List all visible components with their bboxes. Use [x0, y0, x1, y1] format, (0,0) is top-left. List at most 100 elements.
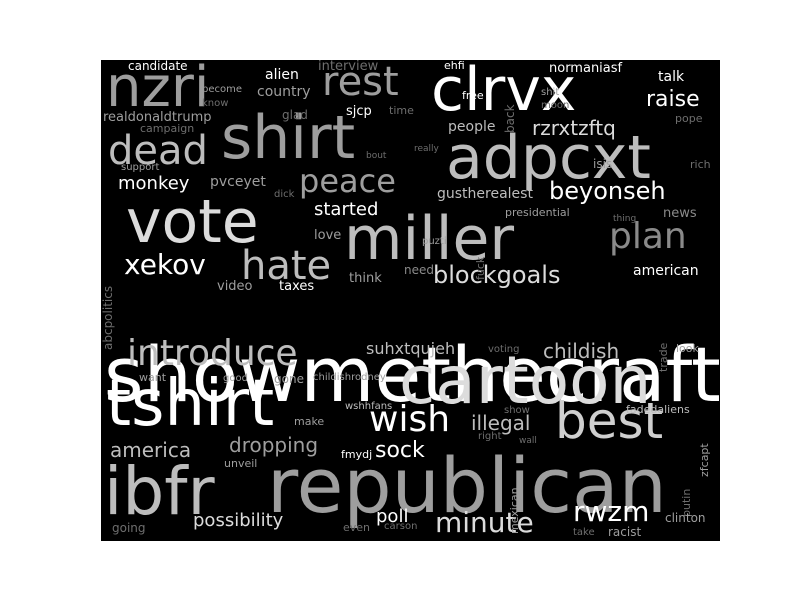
word-carson: carson: [384, 521, 418, 532]
word-rwzm: rwzm: [573, 495, 650, 528]
word-american: american: [633, 263, 699, 279]
word-shit: shit: [541, 87, 560, 98]
word-pvceyet: pvceyet: [210, 174, 266, 190]
word-think: think: [349, 271, 382, 286]
word-thing: thing: [613, 214, 637, 224]
word-going: going: [112, 521, 146, 535]
word-normaniasf: normaniasf: [549, 61, 623, 76]
word-poll: poll: [376, 506, 409, 527]
word-introduce: introduce: [127, 333, 298, 374]
word-want: want: [139, 371, 167, 384]
word-ehfi: ehfi: [444, 60, 465, 72]
word-tshirt: tshirt: [106, 367, 275, 441]
word-wshhfans: wshhfans: [345, 401, 393, 412]
word-take: take: [573, 527, 595, 538]
word-puzti: puzti: [422, 236, 447, 247]
word-bout: bout: [366, 151, 387, 161]
word-candidate: candidate: [128, 60, 188, 73]
word-become: become: [202, 84, 243, 95]
word-plan: plan: [609, 216, 687, 257]
word-presidential: presidential: [505, 206, 570, 219]
word-right: right: [478, 431, 502, 442]
word-time: time: [389, 104, 414, 117]
word-unveil: unveil: [224, 457, 258, 470]
word-adpcxt: adpcxt: [446, 123, 651, 193]
word-gone: gone: [274, 372, 304, 386]
word-gustherealest: gustherealest: [437, 186, 533, 202]
word-fmydj: fmydj: [341, 448, 373, 461]
word-rzrxtzftq: rzrxtzftq: [532, 116, 616, 140]
word-monkey: monkey: [118, 173, 190, 194]
word-love: love: [314, 228, 342, 243]
word-mexican: mexican: [508, 487, 521, 534]
word-rich: rich: [690, 158, 711, 171]
word-taxes: taxes: [279, 279, 315, 294]
word-republican: republican: [267, 441, 667, 530]
word-hate: hate: [241, 243, 332, 289]
word-dick: dick: [274, 189, 295, 200]
word-wish: wish: [369, 399, 451, 440]
word-interview: interview: [318, 60, 379, 74]
word-fadedaliens: fadedaliens: [626, 403, 690, 416]
word-illegal: illegal: [471, 411, 531, 435]
word-know: know: [202, 98, 229, 109]
word-sjcp: sjcp: [346, 104, 372, 119]
word-wall: wall: [519, 436, 537, 446]
word-peace: peace: [299, 162, 396, 200]
word-miller: miller: [344, 204, 515, 274]
word-support: support: [121, 162, 160, 173]
word-clinton: clinton: [665, 511, 706, 525]
word-show: show: [504, 405, 530, 416]
word-minute: minute: [435, 506, 534, 539]
word-really: really: [414, 144, 439, 154]
word-raise: raise: [646, 87, 700, 112]
word-racist: racist: [608, 525, 642, 539]
word-america: america: [110, 438, 192, 462]
word-suhxtqujeh: suhxtqujeh: [366, 339, 456, 358]
word-news: news: [663, 206, 697, 221]
word-make: make: [294, 415, 325, 428]
word-abcpolitics: abcpolitics: [101, 285, 115, 350]
word-xekov: xekov: [124, 248, 206, 281]
word-campaign: campaign: [140, 122, 195, 135]
word-cloud: showmethecraft republican ibfr cartoon tshir…: [101, 60, 720, 541]
word-blockgoals: blockgoals: [433, 261, 561, 289]
word-country: country: [257, 84, 311, 100]
word-childishrodney: childishrodney: [313, 372, 386, 383]
word-clrvx: clrvx: [431, 60, 577, 125]
word-isis: isis: [593, 157, 613, 171]
word-showmethecraft: showmethecraft: [104, 330, 720, 419]
word-shirt: shirt: [221, 103, 356, 173]
word-cartoon: cartoon: [399, 342, 652, 419]
word-sock: sock: [375, 438, 425, 463]
word-possibility: possibility: [193, 510, 284, 531]
word-rest: rest: [322, 60, 399, 105]
word-moon: moon: [541, 100, 570, 111]
word-glad: glad: [282, 108, 308, 122]
word-nzri: nzri: [106, 60, 210, 120]
word-best: best: [555, 392, 664, 450]
word-free: free: [462, 89, 484, 102]
word-vote: vote: [126, 187, 259, 257]
word-talk: talk: [658, 69, 685, 85]
word-even: even: [343, 521, 371, 534]
word-trade: trade: [657, 342, 670, 372]
word-dead: dead: [108, 128, 208, 174]
word-voting: voting: [488, 344, 520, 355]
word-back: back: [503, 104, 517, 133]
word-childish: childish: [543, 339, 620, 363]
word-started: started: [314, 199, 379, 220]
word-need: need: [404, 263, 434, 277]
word-fuck: fuck: [474, 256, 487, 280]
word-dropping: dropping: [229, 433, 319, 457]
word-alien: alien: [265, 67, 299, 83]
word-look: look: [676, 342, 699, 355]
word-pope: pope: [675, 112, 703, 125]
word-zfcapt: zfcapt: [698, 443, 711, 477]
word-realdonaldtrump: realdonaldtrump: [103, 110, 212, 125]
word-good: good: [223, 373, 248, 384]
word-ibfr: ibfr: [104, 453, 215, 530]
word-video: video: [217, 279, 253, 294]
word-beyonseh: beyonseh: [549, 177, 666, 205]
